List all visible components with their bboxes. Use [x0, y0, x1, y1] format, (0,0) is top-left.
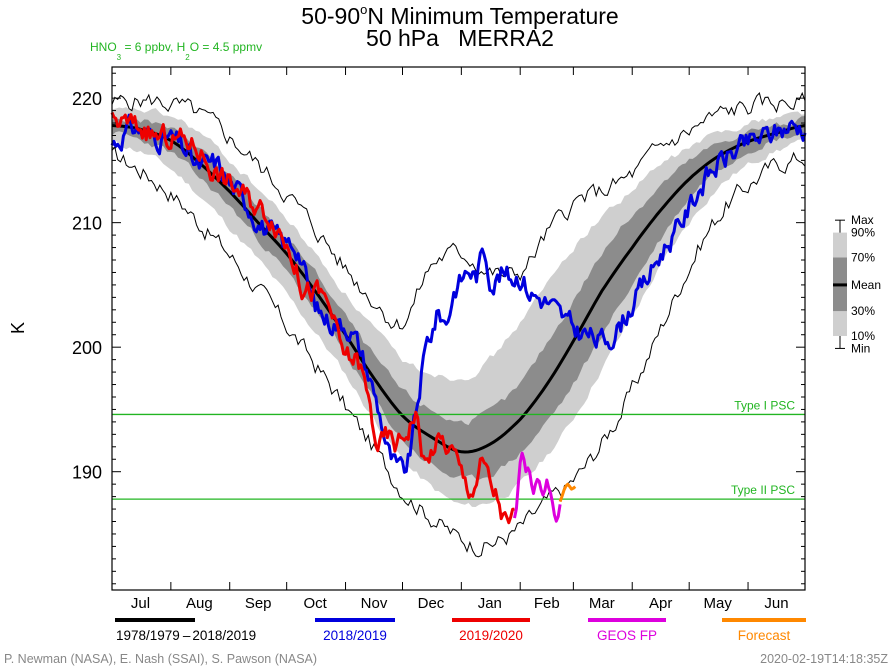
- key-label-5: 10%: [851, 329, 875, 343]
- key-label-1: 90%: [851, 226, 875, 240]
- y-tick-label-2: 210: [72, 214, 102, 234]
- chart-title-line2: 50 hPa MERRA2: [366, 25, 554, 51]
- subtitle-part-4: O = 4.5 ppmv: [190, 40, 262, 54]
- month-label-9: Apr: [649, 595, 672, 612]
- series-legend: 1978/1979–2018/2019 2018/2019 2019/2020 GEO…: [115, 618, 806, 643]
- y-tick-label-1: 200: [72, 338, 102, 358]
- plot-frame: [111, 66, 806, 591]
- min-line: [111, 146, 806, 558]
- band-10-90: [112, 107, 805, 507]
- title-part-pre: 50-90: [301, 3, 360, 29]
- month-label-5: Dec: [418, 595, 445, 612]
- threshold-label-1: Type II PSC: [731, 483, 795, 497]
- title-degree-sup: o: [360, 2, 367, 17]
- month-label-4: Nov: [361, 595, 388, 612]
- key-label-4: 30%: [851, 304, 875, 318]
- series-line-3: [558, 482, 577, 503]
- subtitle-part-0: HNO: [90, 40, 117, 54]
- chart-subtitle: HNO3 = 6 ppbv, H2O = 4.5 ppmv: [90, 40, 262, 62]
- month-label-10: May: [703, 595, 732, 612]
- legend-label-1: 2018/2019: [323, 628, 387, 643]
- legend-label-4: Forecast: [738, 628, 791, 643]
- legend-label-start: 1978/1979: [116, 628, 180, 643]
- timestamp-text: 2020-02-19T14:18:35Z: [760, 652, 888, 666]
- month-label-6: Jan: [478, 595, 502, 612]
- key-label-2: 70%: [851, 251, 875, 265]
- legend-label-3: GEOS FP: [597, 628, 657, 643]
- legend-label-2: 2019/2020: [459, 628, 523, 643]
- plot-area: Type I PSC Type II PSC 190 200 210 220 Jul Aug S…: [72, 66, 807, 612]
- legend-label-end: 2018/2019: [192, 628, 256, 643]
- title-part-post: N Minimum Temperature: [367, 3, 618, 29]
- credit-text: P. Newman (NASA), E. Nash (SSAI), S. Paw…: [4, 652, 317, 666]
- month-label-0: Jul: [131, 595, 150, 612]
- chart-title-line1: 50-90oN Minimum Temperature: [301, 2, 618, 29]
- month-label-7: Feb: [534, 595, 560, 612]
- month-label-11: Jun: [764, 595, 788, 612]
- month-label-2: Sep: [245, 595, 272, 612]
- y-axis-label: K: [8, 322, 28, 334]
- series-line-1: [110, 111, 515, 525]
- month-label-1: Aug: [186, 595, 213, 612]
- subtitle-part-1: 3: [117, 53, 122, 62]
- legend-label-dash: –: [183, 628, 191, 643]
- key-label-0: Max: [851, 213, 874, 227]
- max-line: [111, 91, 806, 330]
- subtitle-part-2: = 6 ppbv, H: [121, 40, 185, 54]
- month-label-8: Mar: [589, 595, 615, 612]
- series-line-2: [513, 451, 562, 523]
- key-label-3: Mean: [851, 278, 881, 292]
- month-label-3: Oct: [303, 595, 327, 612]
- subtitle-part-3: 2: [185, 53, 190, 62]
- y-tick-label-0: 190: [72, 463, 102, 483]
- legend-label-0: 1978/1979–2018/2019: [116, 628, 256, 643]
- key-label-6: Min: [851, 341, 870, 355]
- threshold-label-0: Type I PSC: [734, 398, 795, 412]
- y-tick-label-3: 220: [72, 89, 102, 109]
